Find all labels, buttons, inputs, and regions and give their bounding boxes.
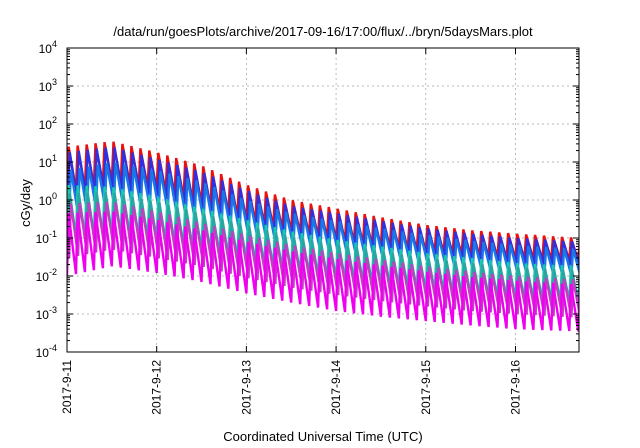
x-tick-label: 2017-9-16 <box>508 360 522 415</box>
y-tick-label: 103 <box>39 77 57 94</box>
y-tick-label: 101 <box>39 153 57 170</box>
series-layer <box>67 141 579 332</box>
y-tick-label: 100 <box>39 191 57 208</box>
y-tick-label: 104 <box>39 39 57 56</box>
y-tick-label: 10-4 <box>36 343 57 360</box>
chart-title: /data/run/goesPlots/archive/2017-09-16/1… <box>113 24 533 39</box>
axis-layer: 10-4 10-3 10-2 10-1 100 101 102 103 104 2017-9-11… <box>36 39 580 415</box>
plot-frame <box>66 47 580 353</box>
x-tick-label: 2017-9-12 <box>150 360 164 415</box>
y-axis-label: cGy/day <box>18 179 33 227</box>
series-line <box>67 162 579 277</box>
y-tick-label: 10-2 <box>36 267 57 284</box>
series-line <box>67 211 579 332</box>
x-tick-label: 2017-9-13 <box>239 360 253 415</box>
y-tick-label: 10-3 <box>36 305 57 322</box>
y-tick-label: 102 <box>39 115 57 132</box>
y-tick-label: 10-1 <box>36 229 57 246</box>
x-tick-label: 2017-9-14 <box>329 360 343 415</box>
x-tick-label: 2017-9-15 <box>419 360 433 415</box>
x-axis-label: Coordinated Universal Time (UTC) <box>223 429 422 444</box>
x-tick-label: 2017-9-11 <box>60 360 74 414</box>
